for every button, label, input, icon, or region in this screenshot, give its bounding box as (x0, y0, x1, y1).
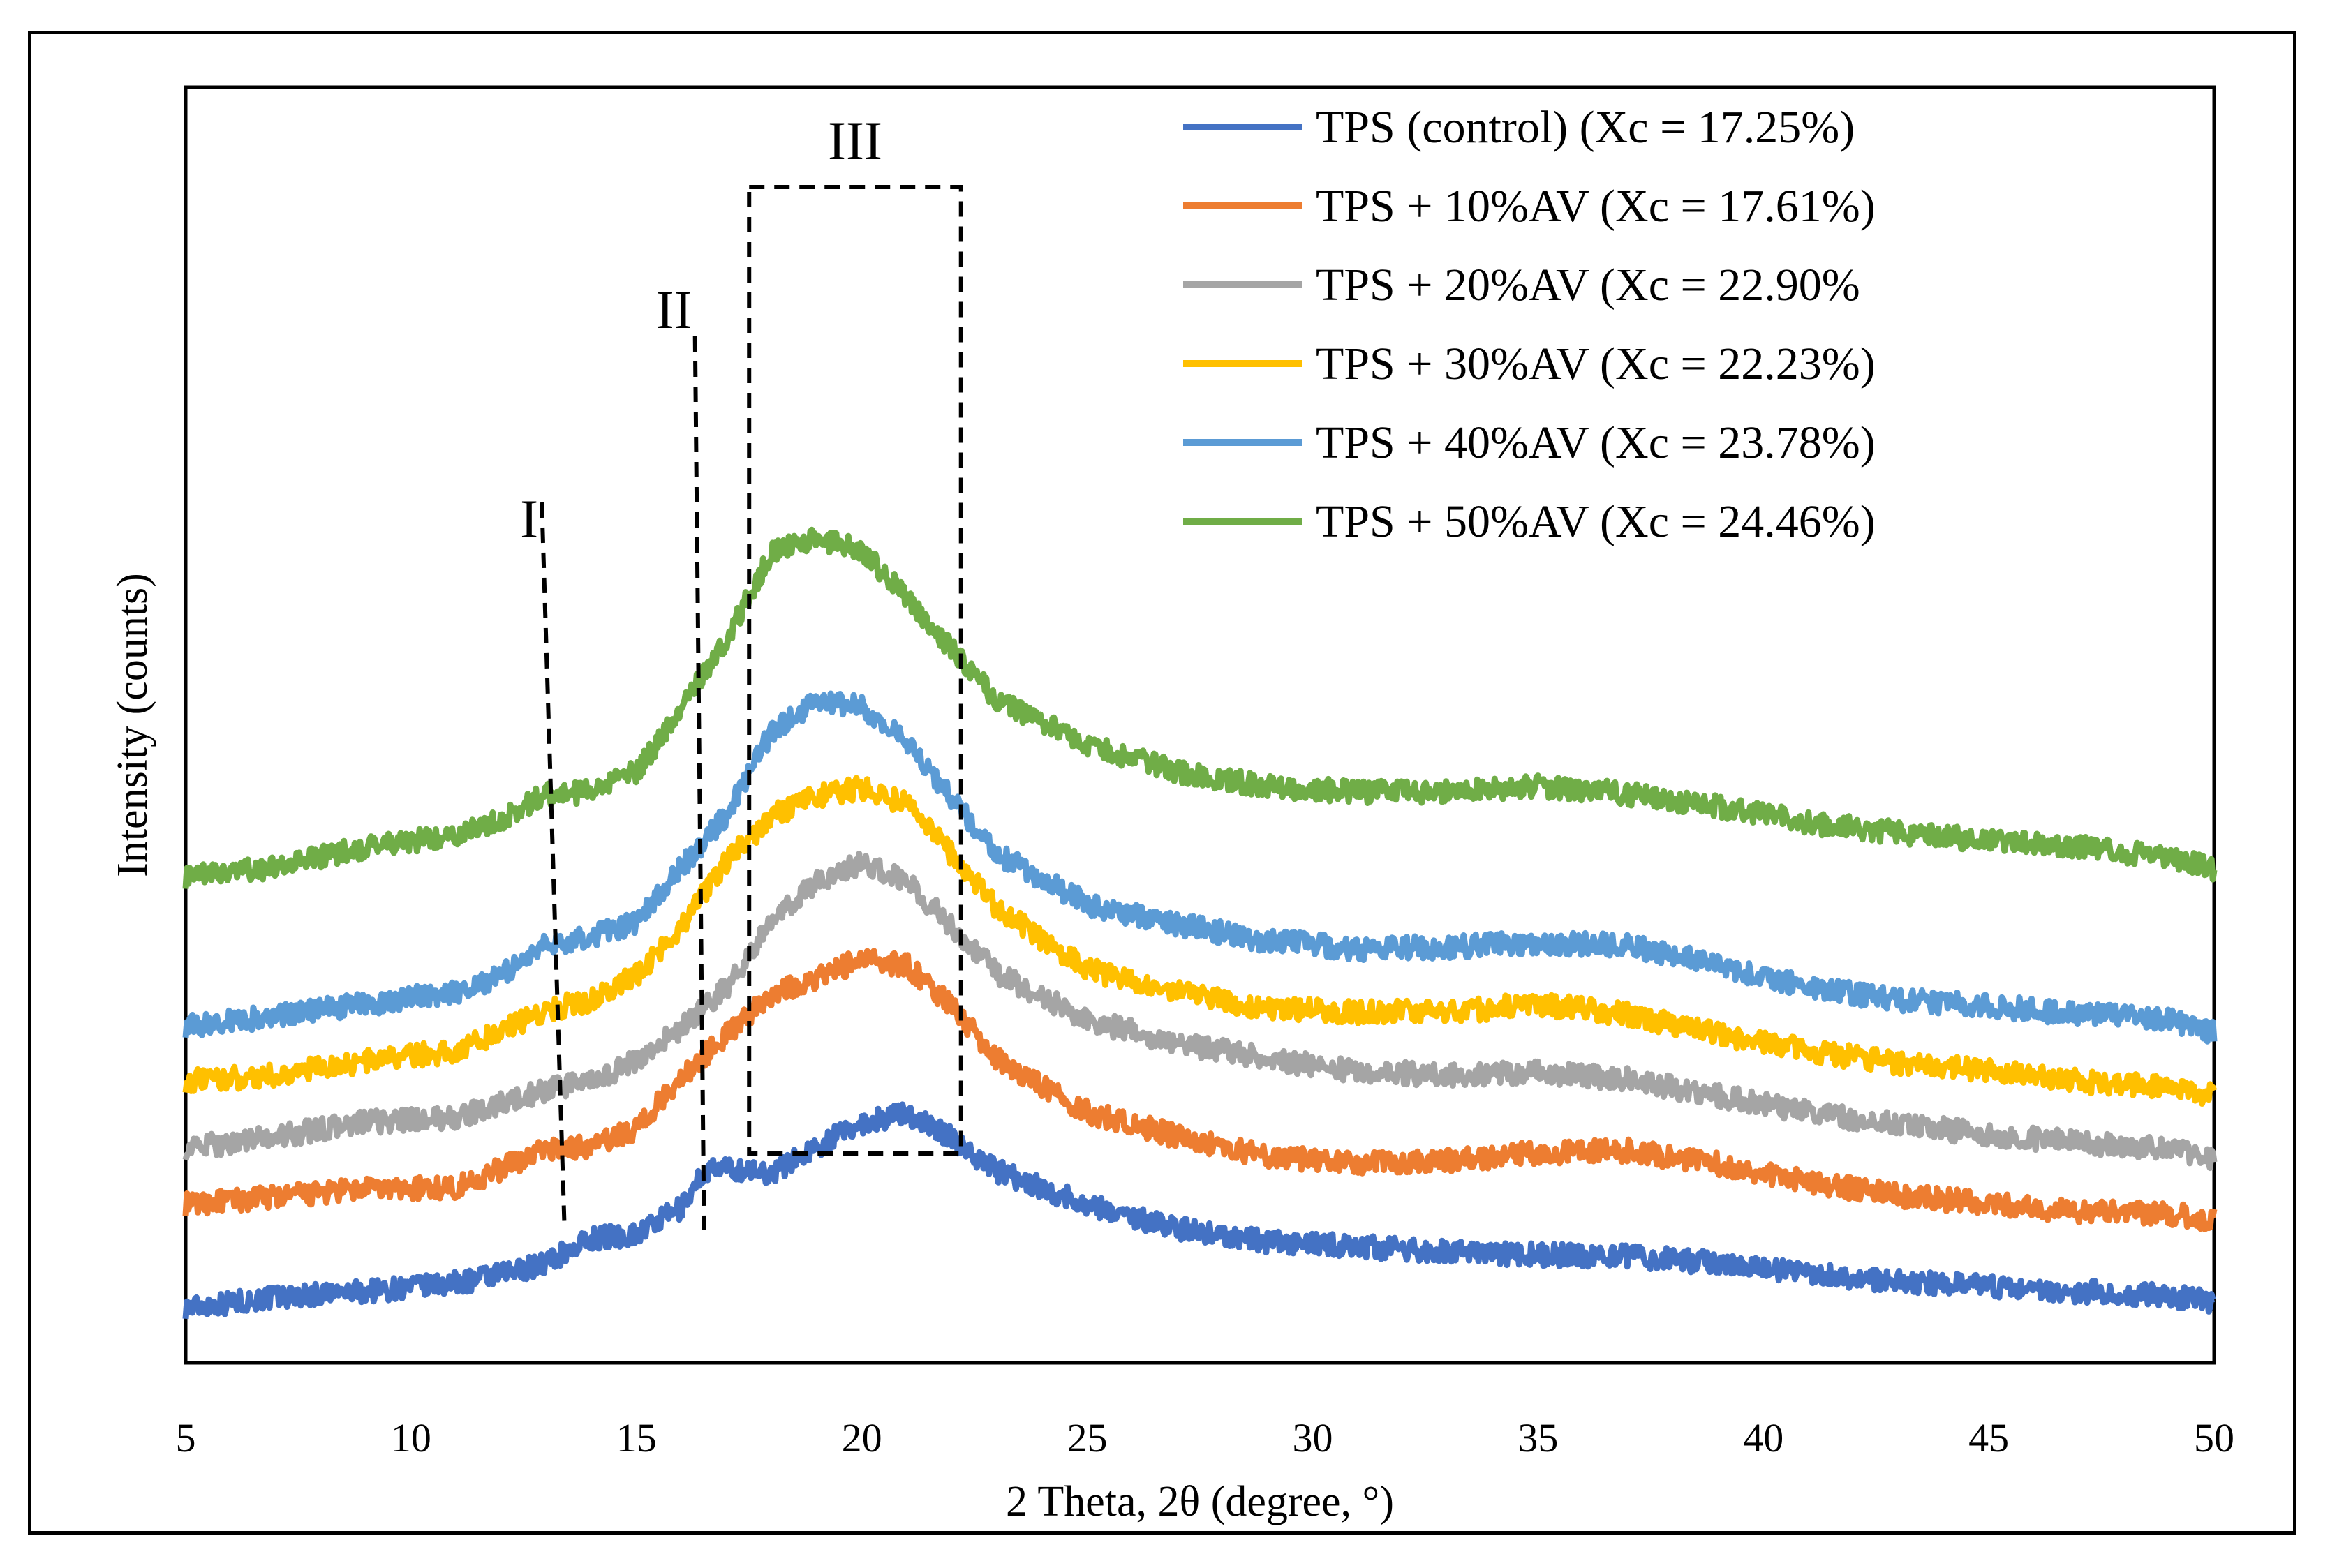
legend-label: TPS + 50%AV (Xc = 24.46%) (1316, 496, 1876, 547)
legend-label: TPS + 10%AV (Xc = 17.61%) (1316, 181, 1876, 232)
legend-label: TPS + 20%AV (Xc = 22.90% (1316, 260, 1860, 311)
series-line (182, 526, 2218, 889)
x-tick-label: 20 (842, 1415, 882, 1461)
x-tick-label: 25 (1067, 1415, 1108, 1461)
region-ii-marker (692, 336, 706, 1230)
x-tick-label: 35 (1518, 1415, 1558, 1461)
region-iii-box (747, 185, 963, 1156)
series-line (182, 851, 2218, 1172)
y-axis-title: Intensity (counts) (109, 573, 156, 877)
x-axis-title: 2 Theta, 2θ (degree, °) (1006, 1478, 1394, 1525)
region-label: III (828, 110, 882, 171)
x-tick-label: 5 (176, 1415, 196, 1461)
legend-label: TPS (control) (Xc = 17.25%) (1316, 102, 1855, 153)
x-tick-label: 15 (616, 1415, 657, 1461)
series-line (182, 1101, 2216, 1320)
x-tick-label: 50 (2194, 1415, 2234, 1461)
series-line (182, 948, 2218, 1232)
series-layer (182, 526, 2218, 1320)
legend: TPS (control) (Xc = 17.25%) TPS + 10%AV (… (1183, 102, 1876, 547)
x-tick-labels: 5 10 15 20 25 30 35 40 45 50 (176, 1415, 2235, 1461)
x-tick-label: 10 (391, 1415, 431, 1461)
region-i-marker (540, 502, 567, 1223)
x-tick-label: 45 (1968, 1415, 2009, 1461)
series-line (182, 775, 2218, 1107)
x-tick-label: 30 (1292, 1415, 1333, 1461)
plot-area (184, 85, 2216, 1365)
region-label: I (520, 488, 538, 549)
legend-label: TPS + 40%AV (Xc = 23.78%) (1316, 417, 1876, 468)
region-label: II (656, 279, 692, 340)
x-tick-label: 40 (1743, 1415, 1783, 1461)
series-line (182, 690, 2218, 1045)
legend-label: TPS + 30%AV (Xc = 22.23%) (1316, 338, 1876, 389)
